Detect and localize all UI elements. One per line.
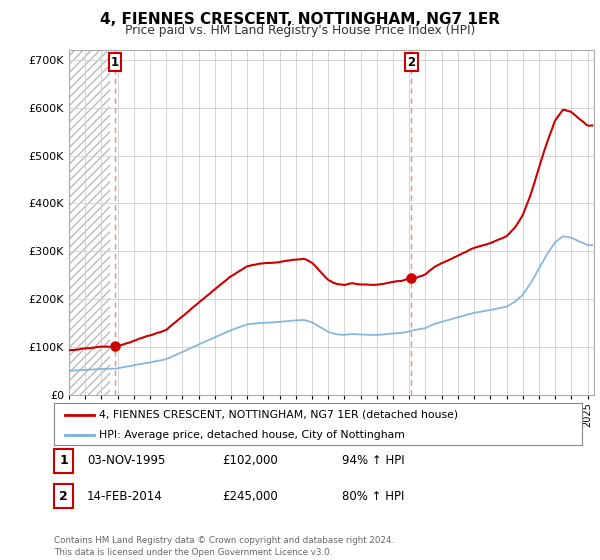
Text: 4, FIENNES CRESCENT, NOTTINGHAM, NG7 1ER (detached house): 4, FIENNES CRESCENT, NOTTINGHAM, NG7 1ER… <box>99 409 458 419</box>
Text: Contains HM Land Registry data © Crown copyright and database right 2024.
This d: Contains HM Land Registry data © Crown c… <box>54 536 394 557</box>
Text: 1: 1 <box>111 55 119 68</box>
Text: 1: 1 <box>59 454 68 468</box>
Text: HPI: Average price, detached house, City of Nottingham: HPI: Average price, detached house, City… <box>99 430 405 440</box>
Text: Price paid vs. HM Land Registry's House Price Index (HPI): Price paid vs. HM Land Registry's House … <box>125 24 475 37</box>
Text: 14-FEB-2014: 14-FEB-2014 <box>87 489 163 503</box>
Text: £245,000: £245,000 <box>222 489 278 503</box>
Text: 2: 2 <box>59 489 68 503</box>
Text: 4, FIENNES CRESCENT, NOTTINGHAM, NG7 1ER: 4, FIENNES CRESCENT, NOTTINGHAM, NG7 1ER <box>100 12 500 27</box>
Text: £102,000: £102,000 <box>222 454 278 468</box>
Text: 80% ↑ HPI: 80% ↑ HPI <box>342 489 404 503</box>
Text: 94% ↑ HPI: 94% ↑ HPI <box>342 454 404 468</box>
Text: 03-NOV-1995: 03-NOV-1995 <box>87 454 166 468</box>
Bar <box>69 50 110 395</box>
Text: 2: 2 <box>407 55 415 68</box>
